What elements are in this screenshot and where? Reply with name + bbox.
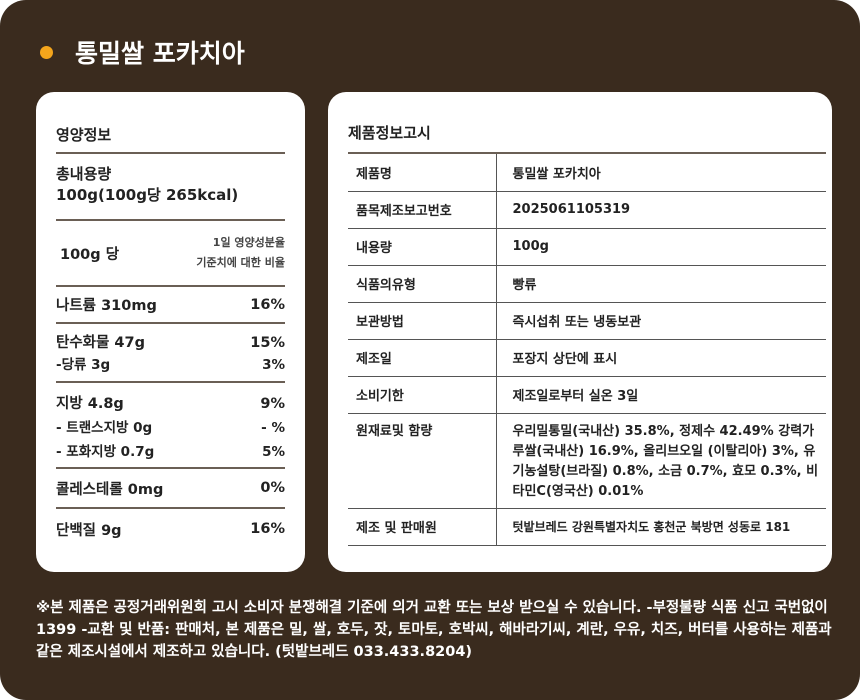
- row-label: 품목제조보고번호: [348, 191, 497, 229]
- row-value: 포장지 상단에 표시: [496, 339, 826, 377]
- nutrient-name: 콜레스테롤 0mg: [56, 481, 164, 498]
- row-value: 즉시섭취 또는 냉동보관: [496, 302, 826, 340]
- product-info-row: 제품명 통밀쌀 포카치아: [348, 154, 826, 192]
- product-info-card: 제품정보고시 제품명 통밀쌀 포카치아 품목제조보고번호 2025061105319 내…: [328, 92, 832, 572]
- product-info-row: 원재료및 함량 우리밀통밀(국내산) 35.8%, 정제수 42.49% 강력가루…: [348, 413, 826, 509]
- product-info-row: 제조일 포장지 상단에 표시: [348, 339, 826, 377]
- nutrient-name: 나트륨 310mg: [56, 298, 157, 314]
- carb-group: 탄수화물 47g 15% -당류 3g 3%: [56, 324, 285, 383]
- product-info-row: 품목제조보고번호 2025061105319: [348, 191, 826, 229]
- nutrient-row: 나트륨 310mg 16%: [56, 287, 285, 324]
- row-value: 100g: [496, 228, 826, 266]
- bullet-dot-icon: [40, 45, 53, 59]
- nutrient-name: 탄수화물 47g: [56, 335, 145, 351]
- nutrient-name: - 트랜스지방 0g: [56, 420, 153, 436]
- row-value: 2025061105319: [496, 191, 826, 229]
- row-label: 제조 및 판매원: [348, 508, 497, 546]
- row-value: 우리밀통밀(국내산) 35.8%, 정제수 42.49% 강력가루쌀(국내산) …: [496, 413, 826, 509]
- nutrient-pct: 15%: [250, 335, 285, 351]
- nutrient-name: 단백질 9g: [56, 522, 122, 539]
- ratio-line2: 기준치에 대한 비율: [196, 256, 285, 269]
- nutrient-name: - 포화지방 0.7g: [56, 444, 155, 460]
- row-label: 제조일: [348, 339, 497, 377]
- nutrition-card: 영양정보 총내용량 100g(100g당 265kcal) 100g 당 1일 …: [36, 92, 305, 572]
- nutrient-pct: 16%: [250, 296, 285, 313]
- product-info-row: 보관방법 즉시섭취 또는 냉동보관: [348, 302, 826, 340]
- row-value: 제조일로부터 실온 3일: [496, 376, 826, 414]
- product-title: 통밀쌀 포카치아: [40, 34, 245, 70]
- total-value: 100g(100g당 265kcal): [56, 186, 239, 204]
- ratio-line1: 1일 영양성분율: [212, 236, 285, 249]
- row-label: 보관방법: [348, 302, 497, 340]
- fat-group: 지방 4.8g 9% - 트랜스지방 0g - % - 포화지방 0.7g 5%: [56, 383, 285, 469]
- nutrient-row: 콜레스테롤 0mg 0%: [56, 469, 285, 509]
- nutrient-name: 지방 4.8g: [56, 396, 124, 412]
- product-info-row: 내용량 100g: [348, 228, 826, 266]
- nutrition-heading: 영양정보: [56, 92, 285, 154]
- row-label: 내용량: [348, 228, 497, 266]
- nutrient-name: -당류 3g: [56, 357, 111, 373]
- row-label: 식품의유형: [348, 265, 497, 303]
- product-heading: 제품정보고시: [348, 92, 826, 154]
- nutrient-pct: 16%: [250, 521, 285, 537]
- row-label: 소비기한: [348, 376, 497, 414]
- nutrient-row: 단백질 9g 16%: [56, 509, 285, 549]
- notice-text: ※본 제품은 공정거래위원회 고시 소비자 분쟁해결 기준에 의거 교환 또는 …: [36, 600, 832, 660]
- row-value: 통밀쌀 포카치아: [496, 154, 826, 192]
- product-info-row: 식품의유형 빵류: [348, 265, 826, 303]
- total-section: 총내용량 100g(100g당 265kcal): [56, 154, 285, 221]
- per-label: 100g 당: [60, 246, 120, 263]
- nutrient-pct: 0%: [260, 480, 285, 496]
- row-value: 빵류: [496, 265, 826, 303]
- nutrient-pct: 3%: [262, 357, 285, 373]
- row-label: 원재료및 함량: [348, 413, 497, 509]
- row-label: 제품명: [348, 154, 497, 192]
- row-value: 텃밭브레드 강원특별자치도 홍천군 북방면 성동로 181: [496, 508, 826, 546]
- total-label: 총내용량: [56, 165, 112, 183]
- product-info-row: 소비기한 제조일로부터 실온 3일: [348, 376, 826, 414]
- nutrient-pct: 9%: [260, 396, 285, 412]
- nutrient-pct: 5%: [262, 444, 285, 460]
- title-text: 통밀쌀 포카치아: [75, 39, 245, 68]
- nutrient-pct: - %: [261, 420, 285, 436]
- product-info-row: 제조 및 판매원 텃밭브레드 강원특별자치도 홍천군 북방면 성동로 181: [348, 508, 826, 546]
- product-info-table: 제품명 통밀쌀 포카치아 품목제조보고번호 2025061105319 내용량 100g 식…: [348, 154, 826, 546]
